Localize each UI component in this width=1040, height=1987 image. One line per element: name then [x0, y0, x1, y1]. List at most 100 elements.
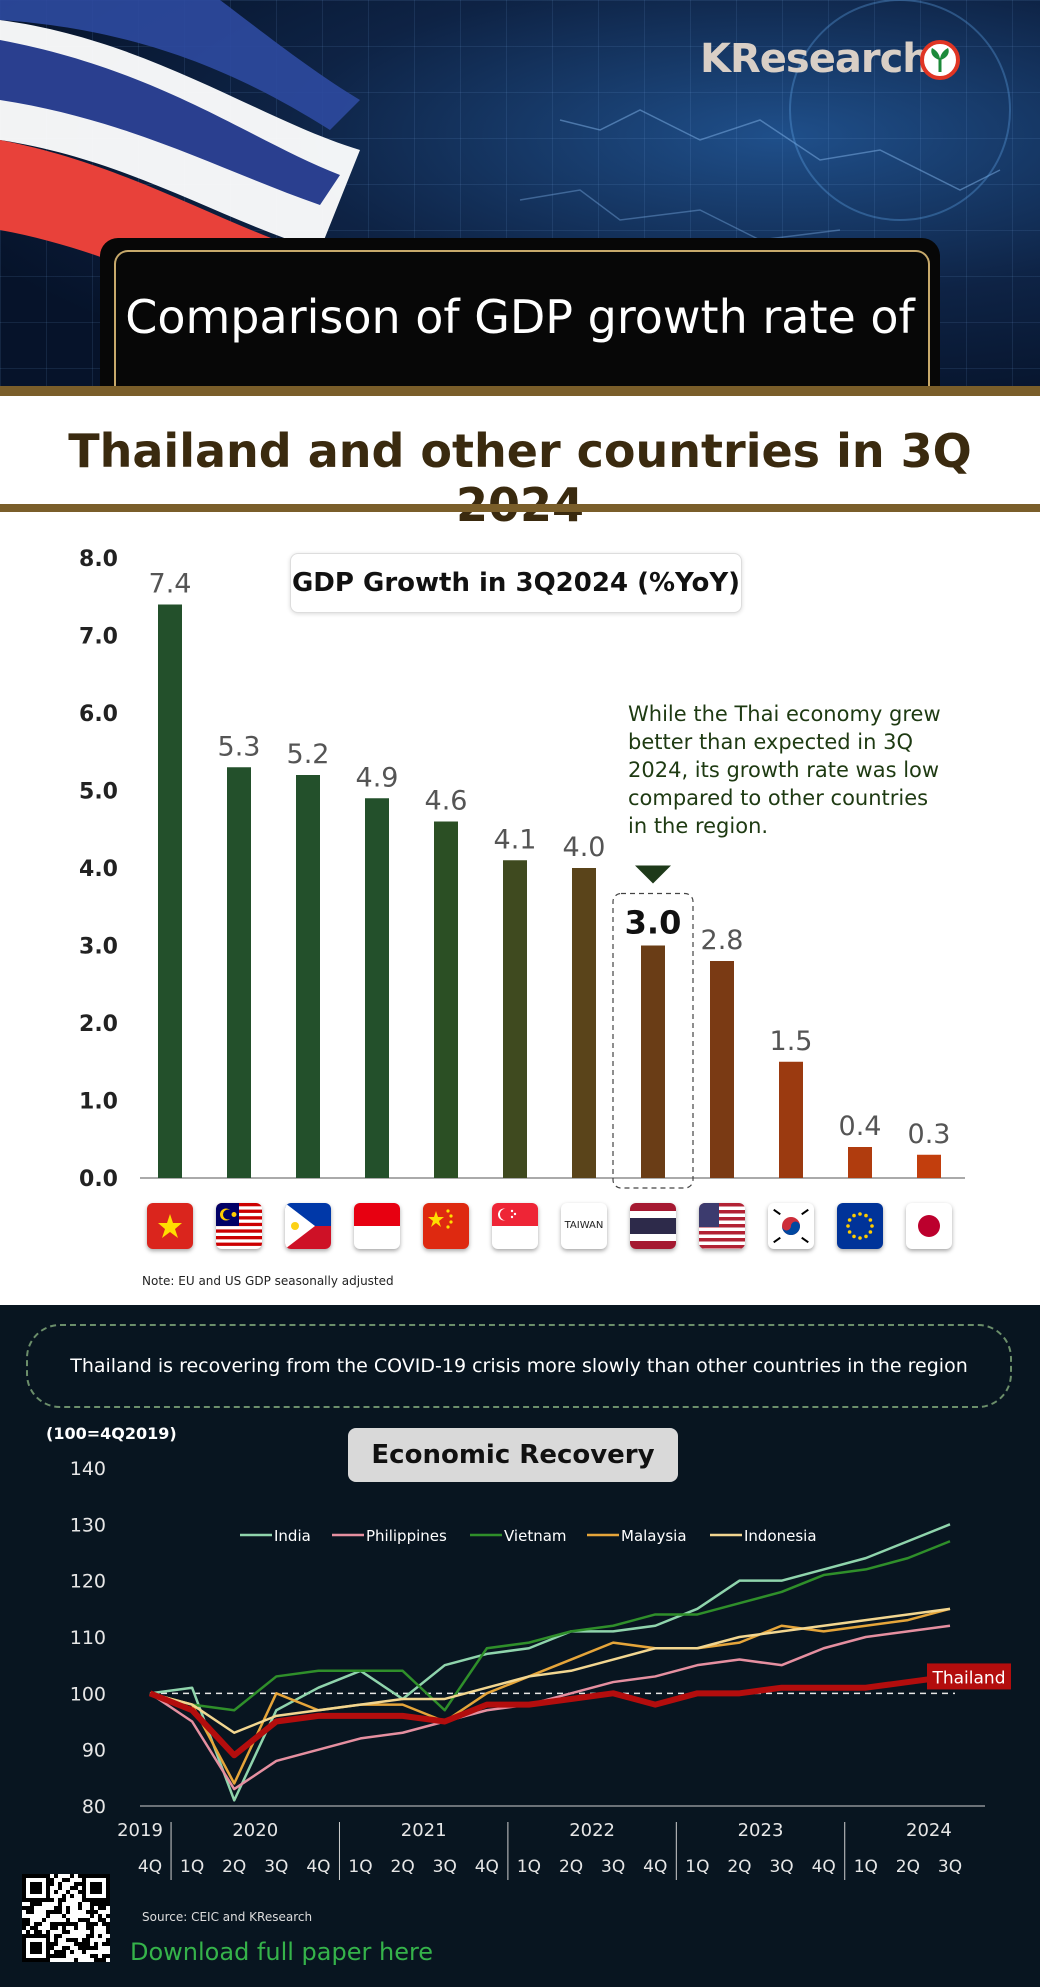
chart-note: Note: EU and US GDP seasonally adjusted — [142, 1274, 394, 1288]
quarter-tick-label: 3Q — [264, 1857, 288, 1877]
bar-value-label: 4.1 — [494, 824, 537, 855]
y-tick-label: 3.0 — [79, 935, 118, 960]
quarter-tick-label: 4Q — [138, 1857, 162, 1877]
quarter-tick-label: 1Q — [348, 1857, 372, 1877]
indonesia-flag-icon — [354, 1203, 400, 1249]
year-tick-label: 2023 — [738, 1820, 784, 1841]
bar-thailand — [641, 945, 665, 1178]
bar-value-label: 7.4 — [149, 569, 192, 600]
series-line-vietnam — [149, 1540, 951, 1712]
recovery-line-chart: 80 90 100 110 120 130 140 India Philippines Vietn… — [70, 1458, 1011, 1880]
year-tick-label: 2019 — [117, 1820, 163, 1841]
bar-value-label: 0.4 — [839, 1111, 882, 1142]
bar-japan — [917, 1154, 941, 1178]
quarter-tick-label: 2Q — [727, 1857, 751, 1877]
line-chart-ylabel: (100=4Q2019) — [46, 1424, 177, 1443]
bar-value-label: 3.0 — [625, 904, 682, 942]
line-y-tick-label: 80 — [82, 1796, 106, 1818]
bar-south-korea — [779, 1061, 803, 1178]
quarter-tick-label: 4Q — [812, 1857, 836, 1877]
bar-singapore — [503, 860, 527, 1178]
chart-source: Source: CEIC and KResearch — [142, 1910, 313, 1924]
bar-taiwan — [572, 868, 596, 1178]
y-tick-label: 5.0 — [79, 780, 118, 805]
highlight-arrow-icon — [635, 865, 671, 884]
bar-value-label: 5.3 — [218, 731, 261, 762]
legend-label: Philippines — [366, 1527, 447, 1545]
bar-eu — [848, 1147, 872, 1178]
bar-value-label: 0.3 — [908, 1119, 951, 1150]
bar-vietnam — [158, 604, 182, 1178]
line-y-tick-label: 110 — [70, 1627, 106, 1649]
line-y-tick-label: 130 — [70, 1514, 106, 1536]
bar-value-label: 4.0 — [563, 832, 606, 863]
quarter-tick-label: 3Q — [938, 1857, 962, 1877]
title-frame — [114, 250, 930, 392]
malaysia-flag-icon — [216, 1203, 262, 1249]
quarter-tick-label: 3Q — [601, 1857, 625, 1877]
quarter-tick-label: 3Q — [433, 1857, 457, 1877]
quarter-tick-label: 2Q — [559, 1857, 583, 1877]
recovery-banner: Thailand is recovering from the COVID-19… — [26, 1324, 1012, 1408]
leaf-logo-icon — [920, 40, 960, 80]
quarter-tick-label: 1Q — [517, 1857, 541, 1877]
bar-philippines — [296, 775, 320, 1178]
chart-annotation: While the Thai economy grew better than … — [628, 702, 941, 838]
series-line-india — [149, 1523, 951, 1802]
highlight-box — [612, 892, 694, 1189]
series-line-malaysia — [149, 1607, 951, 1785]
quarter-tick-label: 1Q — [854, 1857, 878, 1877]
bar-china — [434, 821, 458, 1178]
bar-malaysia — [227, 767, 251, 1178]
thailand-label-box — [927, 1663, 1011, 1690]
divider — [0, 386, 1040, 396]
page-title-line2: Thailand and other countries in 3Q 2024 — [68, 424, 972, 532]
line-chart-title: Economic Recovery — [348, 1428, 678, 1482]
y-tick-label: 6.0 — [79, 702, 118, 727]
y-tick-label: 4.0 — [79, 857, 118, 882]
south-korea-flag-icon — [768, 1203, 814, 1249]
quarter-tick-label: 2Q — [896, 1857, 920, 1877]
download-link[interactable]: Download full paper here — [130, 1938, 434, 1966]
bar-value-label: 1.5 — [770, 1026, 813, 1057]
quarter-tick-label: 2Q — [222, 1857, 246, 1877]
qr-code-icon[interactable] — [22, 1874, 110, 1962]
thailand-flag-icon — [630, 1203, 676, 1249]
legend-label: Malaysia — [621, 1527, 687, 1545]
bar-chart-svg: 0.0 1.0 2.0 3.0 4.0 5.0 6.0 7.0 8.0 7.4 5.3 5.2 4.9 4… — [79, 547, 965, 1192]
line-y-tick-label: 90 — [82, 1740, 106, 1762]
quarter-tick-label: 2Q — [391, 1857, 415, 1877]
taiwan-label: TAIWAN — [561, 1203, 607, 1249]
bar-usa — [710, 961, 734, 1178]
y-tick-label: 8.0 — [79, 547, 118, 572]
y-tick-label: 0.0 — [79, 1167, 118, 1192]
divider — [0, 504, 1040, 512]
bar-chart-title: GDP Growth in 3Q2024 (%YoY) — [290, 553, 742, 613]
year-tick-label: 2022 — [569, 1820, 615, 1841]
thailand-end-label: Thailand — [931, 1668, 1005, 1688]
quarter-tick-label: 1Q — [180, 1857, 204, 1877]
y-tick-label: 2.0 — [79, 1012, 118, 1037]
y-tick-label: 1.0 — [79, 1090, 118, 1115]
bar-value-label: 2.8 — [701, 925, 744, 956]
bar-indonesia — [365, 798, 389, 1178]
quarter-tick-label: 3Q — [769, 1857, 793, 1877]
japan-flag-icon — [906, 1203, 952, 1249]
recovery-section — [0, 1305, 1040, 1987]
quarter-tick-label: 4Q — [643, 1857, 667, 1877]
page-title-line1: Comparison of GDP growth rate of — [125, 290, 915, 344]
bar-value-label: 4.9 — [356, 762, 399, 793]
quarter-tick-label: 4Q — [475, 1857, 499, 1877]
year-tick-label: 2020 — [232, 1820, 278, 1841]
quarter-tick-label: 4Q — [306, 1857, 330, 1877]
legend-label: India — [274, 1527, 311, 1545]
legend-label: Vietnam — [504, 1527, 567, 1545]
series-line-thailand — [148, 1673, 951, 1759]
bar-value-label: 5.2 — [287, 739, 330, 770]
quarter-tick-label: 1Q — [685, 1857, 709, 1877]
usa-flag-icon — [699, 1203, 745, 1249]
kresearch-logo: KResearch — [700, 36, 931, 82]
year-tick-label: 2024 — [906, 1820, 952, 1841]
y-tick-label: 7.0 — [79, 625, 118, 650]
line-y-tick-label: 140 — [70, 1458, 106, 1480]
